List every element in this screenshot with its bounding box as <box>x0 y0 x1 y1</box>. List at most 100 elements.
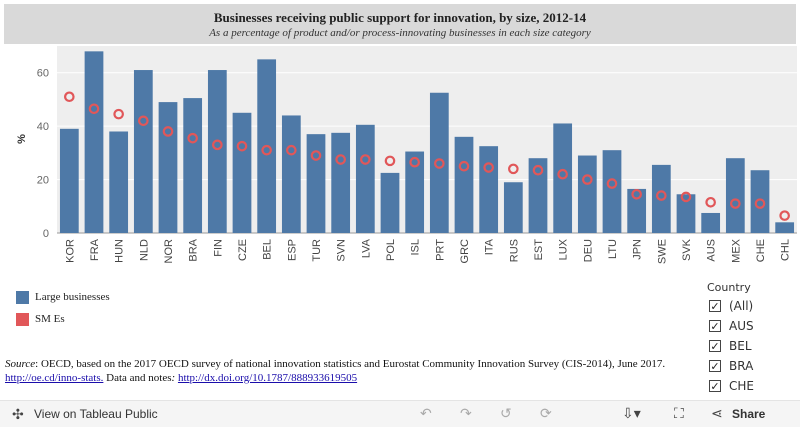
x-tick-label: CHL <box>780 239 792 261</box>
checkbox[interactable]: ✓ <box>709 320 721 333</box>
checkbox[interactable]: ✓ <box>709 300 721 313</box>
point-smes-svk <box>680 191 692 203</box>
legend-label-smes: SM Es <box>35 313 65 325</box>
x-tick-label: CHE <box>755 239 767 262</box>
x-tick-label: ESP <box>286 239 298 261</box>
point-smes-fra <box>88 103 100 115</box>
point-smes-est <box>532 164 544 176</box>
x-tick-label: SVN <box>336 239 348 262</box>
x-tick-label: JPN <box>632 239 644 260</box>
bar-large-nld <box>133 70 153 234</box>
legend-swatch-large <box>16 291 29 304</box>
x-tick-label: BEL <box>262 239 274 260</box>
y-tick-label: 60 <box>37 68 49 80</box>
x-tick-label: GRC <box>459 239 471 264</box>
x-tick-label: ISL <box>410 239 422 256</box>
chart-subtitle: As a percentage of product and/or proces… <box>209 27 591 39</box>
bar-large-ltu <box>602 150 622 233</box>
source-text: : OECD, based on the 2017 OECD survey of… <box>35 358 666 370</box>
point-smes-hun <box>113 108 124 120</box>
bar-large-aus <box>701 212 721 233</box>
plot-area <box>57 46 797 233</box>
x-tick-label: MEX <box>730 238 742 263</box>
chart-header: Businesses receiving public support for … <box>4 4 796 44</box>
filter-option-label: BRA <box>729 359 754 373</box>
x-tick-label: NLD <box>138 239 150 261</box>
bar-large-kor <box>59 128 79 233</box>
x-tick-label: RUS <box>508 239 520 262</box>
bar-large-nor <box>158 102 178 233</box>
fullscreen-icon[interactable]: ⛶ <box>674 405 684 421</box>
colon: : <box>171 372 178 384</box>
view-on-tableau-link[interactable]: View on Tableau Public <box>34 407 158 421</box>
x-tick-label: BRA <box>188 238 200 261</box>
point-smes-bra <box>187 132 198 144</box>
filter-option-label: (All) <box>729 299 754 313</box>
point-smes-svn <box>335 154 346 165</box>
bar-large-fra <box>84 51 104 233</box>
checkbox[interactable]: ✓ <box>709 380 721 393</box>
bar-chart: 0 20 40 60% KOR FRA HUN NLD NOR BRA FIN CZE BEL ESP TU… <box>16 46 797 264</box>
point-smes-isl <box>409 156 420 168</box>
bar-large-est <box>528 158 548 233</box>
point-smes-che <box>754 198 766 209</box>
x-tick-label: HUN <box>114 239 126 263</box>
filter-option-label: AUS <box>729 319 754 333</box>
bar-large-svn <box>331 132 351 233</box>
point-smes-aus <box>705 196 716 208</box>
refresh-icon[interactable]: ⟳ <box>540 405 552 421</box>
revert-icon[interactable]: ↺ <box>500 405 512 421</box>
point-smes-ltu <box>606 178 618 189</box>
point-smes-fin <box>212 139 223 151</box>
x-tick-label: KOR <box>64 239 76 263</box>
bar-large-tur <box>306 134 326 233</box>
point-smes-pol <box>384 155 396 167</box>
x-tick-label: POL <box>385 239 397 261</box>
point-smes-kor <box>64 91 75 103</box>
x-tick-label: ITA <box>484 238 496 255</box>
point-smes-swe <box>656 190 667 201</box>
x-tick-label: CZE <box>237 239 249 261</box>
point-smes-lva <box>360 154 371 165</box>
x-tick-label: LVA <box>360 238 372 258</box>
bar-large-esp <box>281 115 301 233</box>
bar-large-chl <box>775 222 795 233</box>
point-smes-rus <box>508 163 519 175</box>
bar-large-rus <box>503 182 523 233</box>
point-smes-cze <box>236 140 248 152</box>
bar-large-pol <box>380 172 400 233</box>
bar-large-ita <box>479 146 499 233</box>
undo-icon[interactable]: ↶ <box>420 405 432 421</box>
bar-large-svk <box>676 194 696 233</box>
legend-label-large: Large businesses <box>35 291 110 303</box>
x-tick-label: LTU <box>607 239 619 259</box>
x-tick-label: TUR <box>311 239 323 262</box>
share-icon[interactable]: ⋖ <box>711 405 723 421</box>
point-smes-lux <box>557 168 568 180</box>
source-note: Source: OECD, based on the 2017 OECD sur… <box>5 357 695 385</box>
y-tick-label: 20 <box>37 175 49 187</box>
point-smes-ita <box>483 162 494 173</box>
checkbox[interactable]: ✓ <box>709 340 721 353</box>
share-button[interactable]: Share <box>732 407 766 421</box>
x-tick-label: FRA <box>89 238 101 261</box>
x-tick-label: PRT <box>434 239 446 261</box>
download-icon[interactable]: ⇩▾ <box>622 405 641 421</box>
bar-large-grc <box>454 136 474 233</box>
filter-title: Country <box>707 281 751 294</box>
bar-large-lva <box>355 124 375 233</box>
point-smes-bel <box>261 144 272 156</box>
point-smes-chl <box>779 210 790 221</box>
point-smes-jpn <box>631 188 642 200</box>
source-label: Source <box>5 358 36 370</box>
legend-swatch-smes <box>16 313 29 326</box>
bar-large-bra <box>183 98 203 233</box>
redo-icon[interactable]: ↷ <box>460 405 472 421</box>
inno-stats-link[interactable]: http://oe.cd/inno-stats. <box>5 372 104 384</box>
doi-link[interactable]: http://dx.doi.org/10.1787/888933619505 <box>177 372 358 384</box>
filter-option-label: CHE <box>729 379 754 393</box>
bar-large-mex <box>725 158 745 233</box>
x-tick-label: NOR <box>163 239 175 264</box>
bar-large-deu <box>577 155 597 233</box>
checkbox[interactable]: ✓ <box>709 360 721 373</box>
